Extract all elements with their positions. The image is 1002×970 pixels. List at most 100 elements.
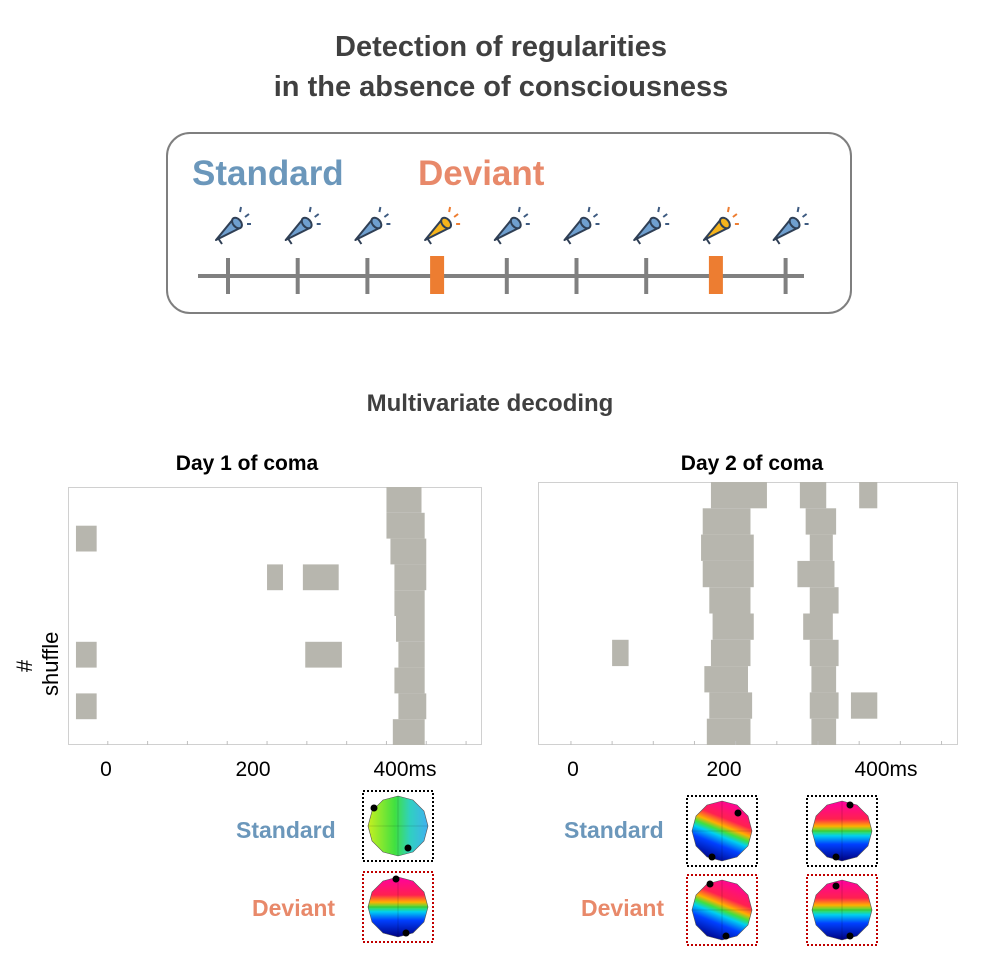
significant-block: [701, 534, 754, 561]
significant-block: [710, 482, 767, 509]
figure-title-line1: Detection of regularities: [335, 31, 667, 63]
significant-block: [850, 692, 878, 719]
significant-block: [709, 692, 753, 719]
significant-block: [75, 693, 97, 720]
topomap-frame: [806, 874, 878, 946]
significant-block: [386, 487, 422, 513]
electrode-dot: [706, 880, 714, 888]
tick-label-day1-0: 0: [100, 758, 112, 781]
significant-block: [712, 613, 754, 640]
topo-label-deviant-day1: Deviant: [252, 895, 336, 921]
topomap-frame: [806, 795, 878, 867]
significant-block: [394, 667, 425, 694]
electrode-dot: [846, 801, 854, 809]
significant-block: [392, 719, 425, 745]
significant-block: [811, 666, 837, 693]
section-title: Multivariate decoding: [366, 390, 614, 417]
standard-speaker-icon: [633, 206, 670, 245]
electrode-dot: [734, 809, 742, 817]
significant-block: [394, 564, 427, 591]
electrode-dot: [402, 929, 410, 937]
topo-label-standard-day2: Standard: [564, 817, 664, 843]
panel-title-day1: Day 1 of coma: [175, 452, 319, 475]
topo-label-deviant-day2: Deviant: [581, 895, 665, 921]
standard-heading: Standard: [192, 154, 344, 193]
significant-block: [809, 587, 839, 614]
standard-speaker-icon: [493, 206, 530, 245]
electrode-dot: [832, 882, 840, 890]
topomap-deviant-day2-a: [686, 874, 758, 946]
significant-block: [859, 482, 878, 509]
tick-label-day1-200: 200: [235, 758, 271, 781]
significant-block: [809, 534, 833, 561]
significant-block: [799, 482, 827, 509]
panel-title-day2: Day 2 of coma: [680, 452, 824, 475]
significant-block: [75, 525, 97, 552]
topomap-frame: [686, 795, 758, 867]
tick-label-day2-0: 0: [567, 758, 579, 781]
significant-block: [612, 639, 629, 667]
decoding-panel-day1: [68, 487, 482, 745]
significant-block: [805, 508, 837, 535]
significant-block: [398, 693, 427, 720]
topomap-frame: [362, 871, 434, 943]
scalp-map: [691, 879, 753, 941]
significant-block: [305, 641, 342, 668]
electrode-dot: [392, 875, 400, 883]
deviant-heading: Deviant: [418, 154, 545, 193]
significant-block: [302, 564, 339, 591]
scalp-map: [811, 800, 873, 862]
topo-label-standard-day1: Standard: [236, 817, 336, 843]
deviant-tick: [430, 256, 445, 294]
deviant-speaker-icon: [702, 206, 739, 245]
scalp-map: [811, 879, 873, 941]
topomap-deviant-day1: [362, 871, 434, 943]
significant-block: [75, 641, 97, 668]
tick-label-day2-200: 200: [706, 758, 742, 781]
significant-block: [809, 692, 839, 719]
topomap-standard-day2-a: [686, 795, 758, 867]
significant-block: [809, 639, 839, 667]
tone-sequence: [198, 206, 809, 294]
topomap-frame: [362, 790, 434, 862]
y-axis-label: # shuffle: [12, 631, 63, 696]
scalp-map: [367, 795, 429, 857]
topomap-deviant-day2-b: [806, 874, 878, 946]
significant-block: [706, 718, 751, 745]
standard-speaker-icon: [772, 206, 809, 245]
topomap-standard-day1: [362, 790, 434, 862]
significant-block: [702, 508, 751, 535]
significant-block: [386, 512, 425, 539]
tick-label-day2-400: 400ms: [854, 758, 918, 781]
electrode-dot: [370, 804, 378, 812]
standard-speaker-icon: [284, 206, 321, 245]
standard-speaker-icon: [563, 206, 600, 245]
significant-block: [394, 590, 425, 616]
electrode-dot: [846, 932, 854, 940]
significant-block: [811, 718, 837, 745]
decoding-panel-day2: [538, 482, 958, 745]
topomap-frame: [686, 874, 758, 946]
significant-block: [710, 639, 751, 667]
significant-block: [797, 560, 835, 588]
significant-block: [704, 666, 748, 693]
scalp-map: [367, 876, 429, 938]
significant-block: [702, 560, 754, 588]
figure-title-line2: in the absence of consciousness: [273, 71, 729, 103]
topomap-standard-day2-b: [806, 795, 878, 867]
electrode-dot: [404, 844, 412, 852]
tick-label-day1-400: 400ms: [373, 758, 437, 781]
deviant-speaker-icon: [424, 206, 461, 245]
electrode-dot: [832, 853, 840, 861]
significant-block: [390, 538, 427, 565]
significant-block: [398, 641, 425, 668]
standard-speaker-icon: [354, 206, 391, 245]
significant-block: [709, 587, 751, 614]
deviant-tick: [708, 256, 723, 294]
significant-block: [803, 613, 833, 640]
significant-block: [267, 564, 283, 591]
electrode-dot: [722, 932, 730, 940]
standard-speaker-icon: [215, 206, 251, 245]
significant-block: [396, 616, 425, 642]
electrode-dot: [708, 853, 716, 861]
